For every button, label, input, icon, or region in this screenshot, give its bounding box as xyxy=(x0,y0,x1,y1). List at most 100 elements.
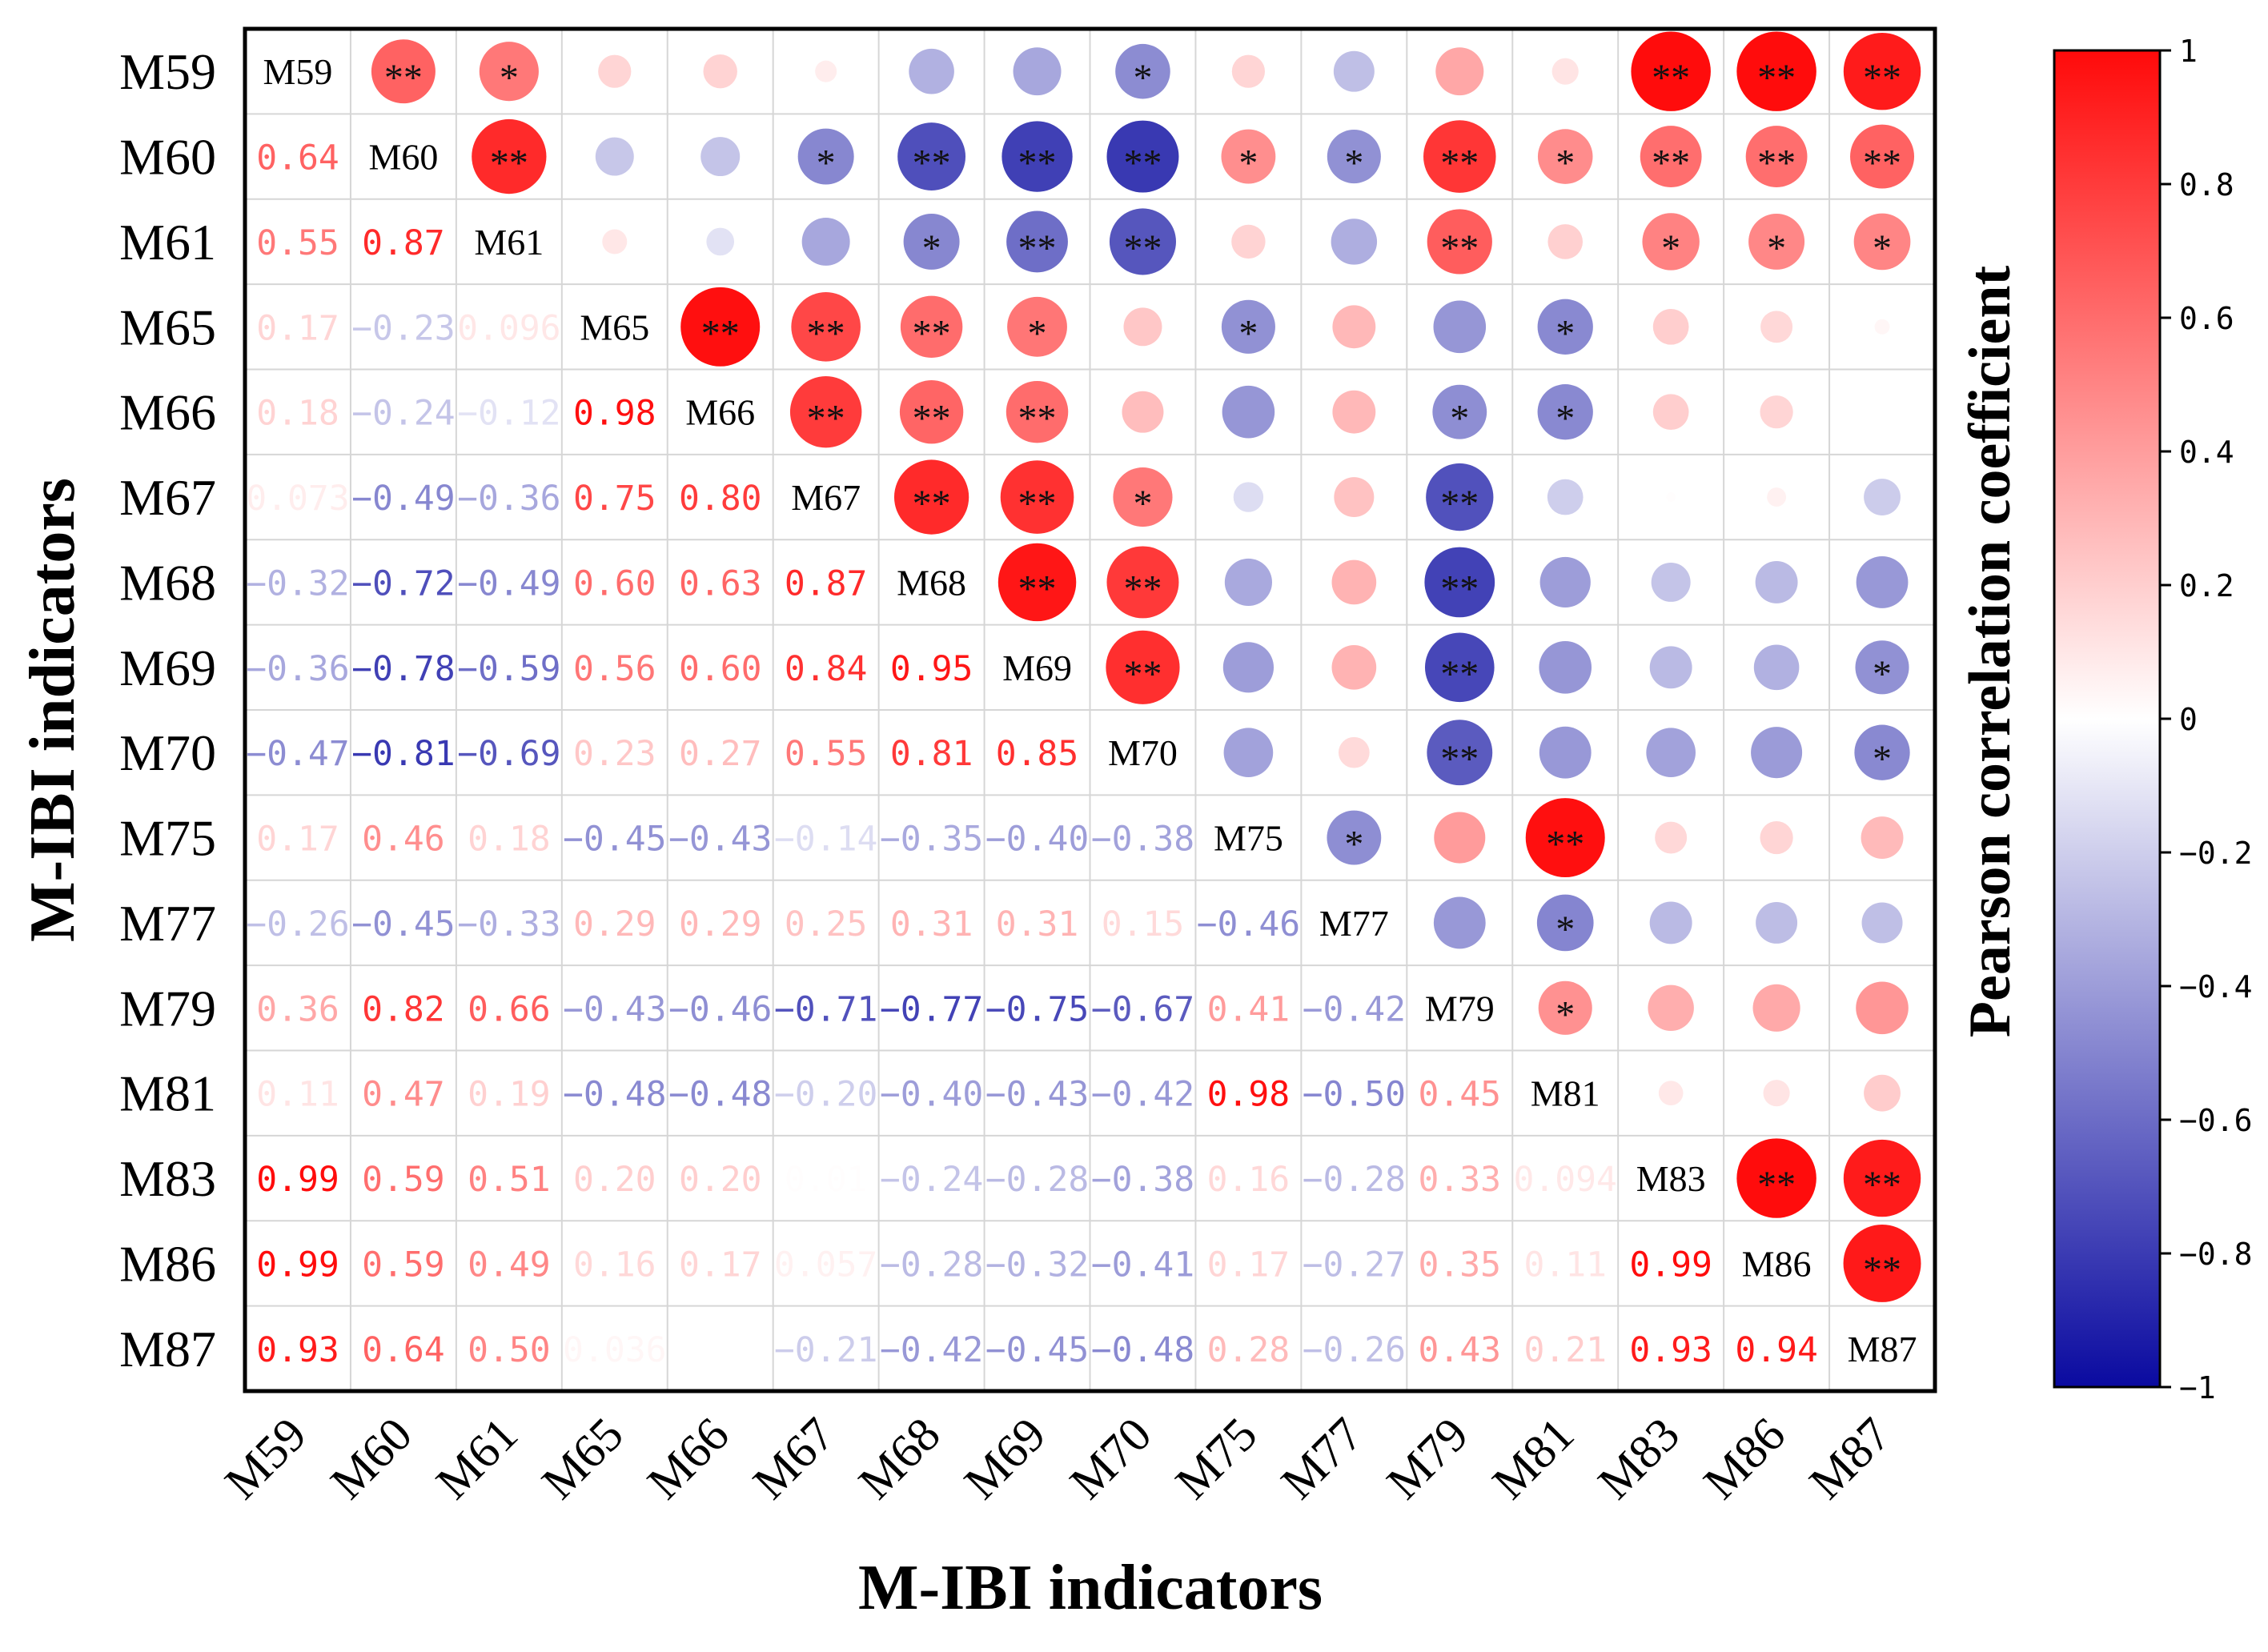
correlation-circle xyxy=(1427,720,1493,786)
significance-marker: * xyxy=(1450,398,1469,440)
diagonal-label: M66 xyxy=(685,392,755,433)
coefficient-label: −0.24 xyxy=(351,394,455,434)
correlation-circle xyxy=(1115,43,1170,99)
significance-marker: ** xyxy=(1863,1249,1901,1291)
diagonal-label: M79 xyxy=(1425,988,1495,1028)
correlation-circle xyxy=(1736,1138,1816,1218)
correlation-circle xyxy=(1648,984,1694,1032)
colorbar-tick-label: 0.6 xyxy=(2179,301,2234,336)
significance-marker: * xyxy=(1555,993,1575,1036)
colorbar-tick-label: 0 xyxy=(2179,702,2198,737)
correlation-circle xyxy=(1333,50,1375,92)
correlation-circle xyxy=(602,229,628,255)
coefficient-label: 0.16 xyxy=(573,1245,656,1285)
coefficient-label: 0.20 xyxy=(679,1160,762,1200)
significance-marker: * xyxy=(1555,312,1575,355)
correlation-circle xyxy=(1106,546,1179,619)
diagonal-label: M87 xyxy=(1848,1329,1917,1369)
coefficient-label: −0.45 xyxy=(351,904,455,944)
correlation-circle xyxy=(1222,642,1274,693)
column-label: M66 xyxy=(637,1408,739,1510)
significance-marker: * xyxy=(1661,227,1680,270)
correlation-circle xyxy=(1631,31,1711,111)
colorbar-tick-label: −0.8 xyxy=(2179,1237,2253,1272)
significance-marker: ** xyxy=(807,312,845,355)
column-label: M75 xyxy=(1166,1408,1267,1510)
correlation-circle xyxy=(1435,47,1484,96)
correlation-circle xyxy=(1007,296,1067,357)
coefficient-label: −0.49 xyxy=(457,563,560,603)
row-label: M77 xyxy=(119,895,216,952)
correlation-circle xyxy=(1537,129,1593,184)
row-labels: M59 M60 M61 M65 M66 M67 M68 M69 M70 M75 M77 M79 M81 M… xyxy=(119,43,216,1377)
column-label: M81 xyxy=(1483,1408,1584,1510)
matrix-cells: M59 ** * * ** ** **0.64 M60 ** * ** ** ** * * ** * ** ** **… xyxy=(246,31,1921,1370)
row-label: M86 xyxy=(119,1235,216,1292)
coefficient-label: −0.28 xyxy=(880,1245,983,1285)
coefficient-label: −0.20 xyxy=(774,1075,877,1115)
diagonal-label: M77 xyxy=(1319,903,1389,944)
significance-marker: ** xyxy=(1018,483,1057,525)
correlation-circle xyxy=(1666,492,1676,503)
correlation-circle xyxy=(1334,477,1375,518)
column-label: M60 xyxy=(320,1408,422,1510)
correlation-circle xyxy=(1547,479,1584,515)
significance-marker: * xyxy=(922,227,941,270)
diagonal-label: M68 xyxy=(897,562,966,603)
significance-marker: ** xyxy=(1018,398,1057,440)
correlation-circle xyxy=(1736,31,1816,111)
coefficient-label: −0.49 xyxy=(351,479,455,519)
coefficient-label: 0.99 xyxy=(1629,1245,1712,1285)
correlation-circle xyxy=(1856,981,1909,1035)
correlation-circle xyxy=(706,227,735,256)
correlation-circle xyxy=(1426,463,1494,531)
diagonal-label: M60 xyxy=(368,137,438,178)
correlation-circle xyxy=(1751,727,1803,779)
coefficient-label: 0.17 xyxy=(679,1245,762,1285)
correlation-circle xyxy=(1651,562,1691,602)
coefficient-label: −0.38 xyxy=(1091,1160,1194,1200)
significance-marker: ** xyxy=(1757,57,1796,99)
correlation-circle xyxy=(1856,556,1909,608)
correlation-circle xyxy=(1423,120,1496,193)
colorbar-tick-label: 0.4 xyxy=(2179,435,2234,470)
correlation-circle xyxy=(1424,632,1495,703)
coefficient-label: −0.50 xyxy=(1303,1075,1406,1115)
coefficient-label: −0.38 xyxy=(1091,820,1194,860)
correlation-circle xyxy=(1109,208,1176,275)
coefficient-label: −0.43 xyxy=(563,989,666,1029)
coefficient-label: 0.55 xyxy=(785,734,868,774)
significance-marker: * xyxy=(500,57,519,99)
coefficient-label: −0.43 xyxy=(668,820,772,860)
correlation-circle xyxy=(1222,385,1275,439)
diagonal-label: M75 xyxy=(1214,818,1283,859)
coefficient-label: 0.60 xyxy=(679,649,762,689)
coefficient-label: 0.43 xyxy=(1419,1330,1502,1370)
correlation-circle xyxy=(1000,460,1074,534)
row-label: M65 xyxy=(119,299,216,355)
column-label: M86 xyxy=(1693,1408,1795,1510)
coefficient-label: 0.21 xyxy=(1523,1330,1607,1370)
coefficient-label: 0.87 xyxy=(362,223,445,263)
coefficient-label: 0.36 xyxy=(256,989,339,1029)
row-label: M66 xyxy=(119,384,216,441)
correlation-circle xyxy=(1646,728,1696,778)
coefficient-label: 0.35 xyxy=(1419,1245,1502,1285)
column-label: M59 xyxy=(215,1408,316,1510)
correlation-circle xyxy=(1861,816,1904,860)
significance-marker: ** xyxy=(1863,57,1901,99)
coefficient-label: −0.48 xyxy=(668,1075,772,1115)
coefficient-label: 0.15 xyxy=(1102,904,1185,944)
coefficient-label: 0.64 xyxy=(256,138,339,178)
coefficient-label: 0.99 xyxy=(256,1245,339,1285)
correlation-circle xyxy=(789,375,862,448)
coefficient-label: 0.18 xyxy=(468,820,551,860)
coefficient-label: −0.75 xyxy=(985,989,1089,1029)
correlation-circle xyxy=(900,295,963,359)
coefficient-label: −0.45 xyxy=(563,820,666,860)
significance-marker: ** xyxy=(1018,567,1057,610)
coefficient-label: −0.42 xyxy=(1091,1075,1194,1115)
diagonal-label: M61 xyxy=(474,222,544,263)
